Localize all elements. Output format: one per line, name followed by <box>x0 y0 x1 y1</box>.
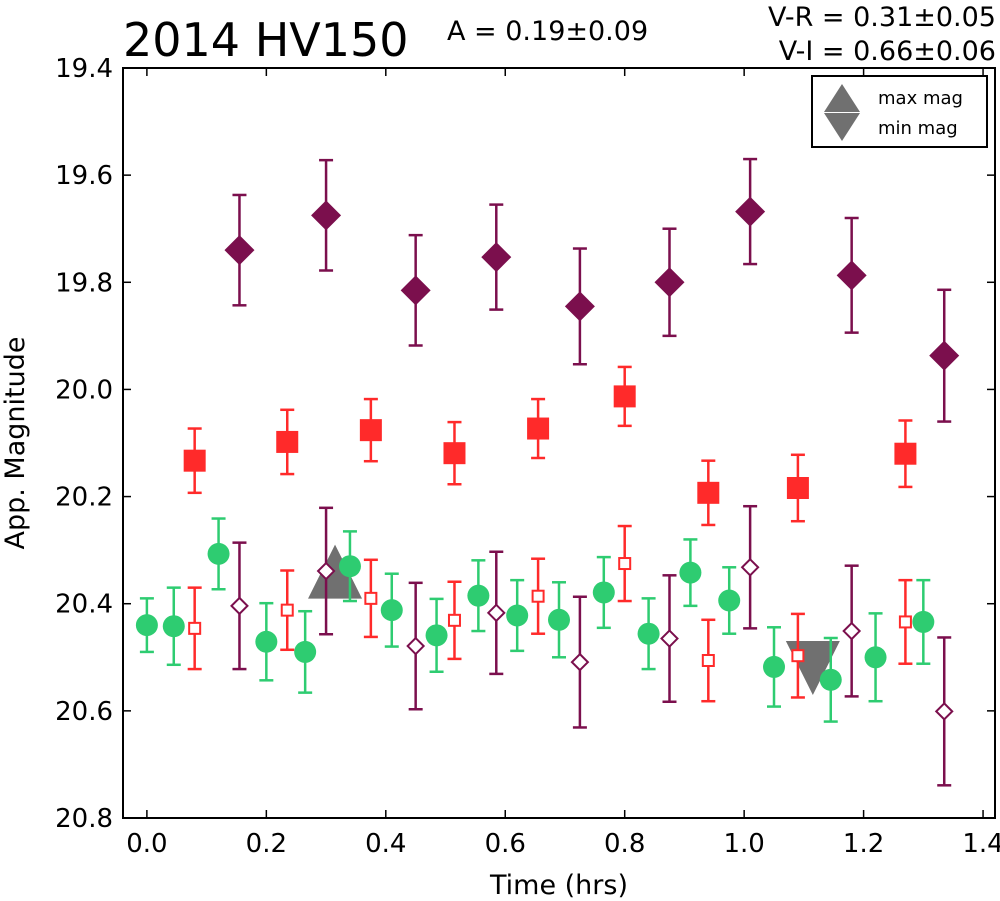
data-point <box>735 196 766 227</box>
data-point <box>294 640 317 663</box>
legend: max mag min mag <box>811 75 988 148</box>
data-point <box>443 442 466 465</box>
x-tick-label: 0.8 <box>604 829 645 859</box>
data-point <box>679 561 702 584</box>
y-tick-label: 20.8 <box>55 804 113 834</box>
data-point <box>660 629 679 648</box>
x-tick-label: 0.4 <box>365 829 406 859</box>
data-point <box>637 622 660 645</box>
v-r-color-annotation: V-R = 0.31±0.05 <box>768 2 996 33</box>
series-3 <box>187 524 913 703</box>
max-mag-marker <box>308 544 363 599</box>
data-point <box>188 621 202 635</box>
data-point <box>819 668 842 691</box>
y-tick-label: 19.4 <box>55 54 113 84</box>
data-point <box>135 614 158 637</box>
amplitude-annotation: A = 0.19±0.09 <box>447 16 648 47</box>
data-point <box>592 581 615 604</box>
data-layer <box>135 157 960 787</box>
plot-frame <box>122 67 996 819</box>
y-tick-label: 20.6 <box>55 697 113 727</box>
data-point <box>486 603 506 623</box>
series-0 <box>224 157 960 423</box>
x-tick-label: 1.0 <box>723 829 764 859</box>
data-point <box>763 655 786 678</box>
chart-title: 2014 HV150 <box>123 13 409 67</box>
data-point <box>527 417 550 440</box>
y-tick-label: 20.2 <box>55 483 113 513</box>
data-point <box>842 621 862 641</box>
data-point <box>697 481 720 504</box>
data-point <box>718 589 741 612</box>
data-point <box>224 235 255 266</box>
series-2 <box>135 517 935 723</box>
data-point <box>786 477 809 499</box>
data-point <box>740 557 760 577</box>
x-tick-label: 1.2 <box>843 829 884 859</box>
data-point <box>364 591 378 605</box>
data-point <box>467 584 490 607</box>
legend-max-mag-label: max mag <box>878 88 963 109</box>
data-point <box>359 419 382 442</box>
data-point <box>316 561 336 581</box>
v-i-color-annotation: V-I = 0.66±0.06 <box>779 36 996 67</box>
data-point <box>276 430 299 453</box>
data-point <box>400 275 431 306</box>
x-tick-label: 0.2 <box>246 829 287 859</box>
y-tick-label: 20.4 <box>55 590 113 620</box>
x-axis-title: Time (hrs) <box>489 870 628 901</box>
data-point <box>654 267 685 298</box>
data-point <box>506 604 529 627</box>
series-4 <box>230 504 954 787</box>
x-tick-label: 0.6 <box>485 829 526 859</box>
data-point <box>338 555 361 578</box>
data-point <box>836 260 867 291</box>
data-point <box>898 615 912 629</box>
data-point <box>447 613 461 627</box>
data-point <box>531 589 545 603</box>
data-point <box>618 557 632 571</box>
y-axis-title: App. Magnitude <box>0 337 31 550</box>
tick-layer: 0.0 0.2 0.4 0.6 0.8 1.0 1.2 1.4 19.4 19.6 19.8 20.0… <box>55 54 1000 859</box>
data-point <box>183 449 206 472</box>
data-point <box>570 652 590 672</box>
y-tick-label: 20.0 <box>55 375 113 405</box>
data-point <box>230 596 249 616</box>
data-point <box>791 649 805 663</box>
data-point <box>613 385 636 408</box>
data-point <box>380 599 403 622</box>
x-tick-label: 1.4 <box>962 829 1000 859</box>
y-tick-label: 19.6 <box>55 161 113 191</box>
data-point <box>701 654 715 667</box>
data-point <box>255 630 278 653</box>
data-point <box>207 542 230 565</box>
x-tick-label: 0.0 <box>126 829 167 859</box>
legend-min-mag-marker-icon <box>824 113 860 141</box>
y-tick-label: 19.8 <box>55 268 113 298</box>
series-1 <box>183 365 917 527</box>
data-point <box>280 603 294 617</box>
data-point <box>912 610 935 633</box>
data-point <box>548 608 570 631</box>
data-point <box>864 646 887 669</box>
data-point <box>934 701 954 721</box>
data-point <box>425 624 448 647</box>
legend-min-mag-label: min mag <box>878 118 958 139</box>
data-point <box>406 636 426 656</box>
legend-max-mag-marker-icon <box>824 84 860 112</box>
data-point <box>162 615 185 638</box>
data-point <box>894 442 917 465</box>
data-point <box>481 242 512 273</box>
data-point <box>311 200 342 231</box>
data-point <box>564 291 595 322</box>
data-point <box>929 340 960 371</box>
